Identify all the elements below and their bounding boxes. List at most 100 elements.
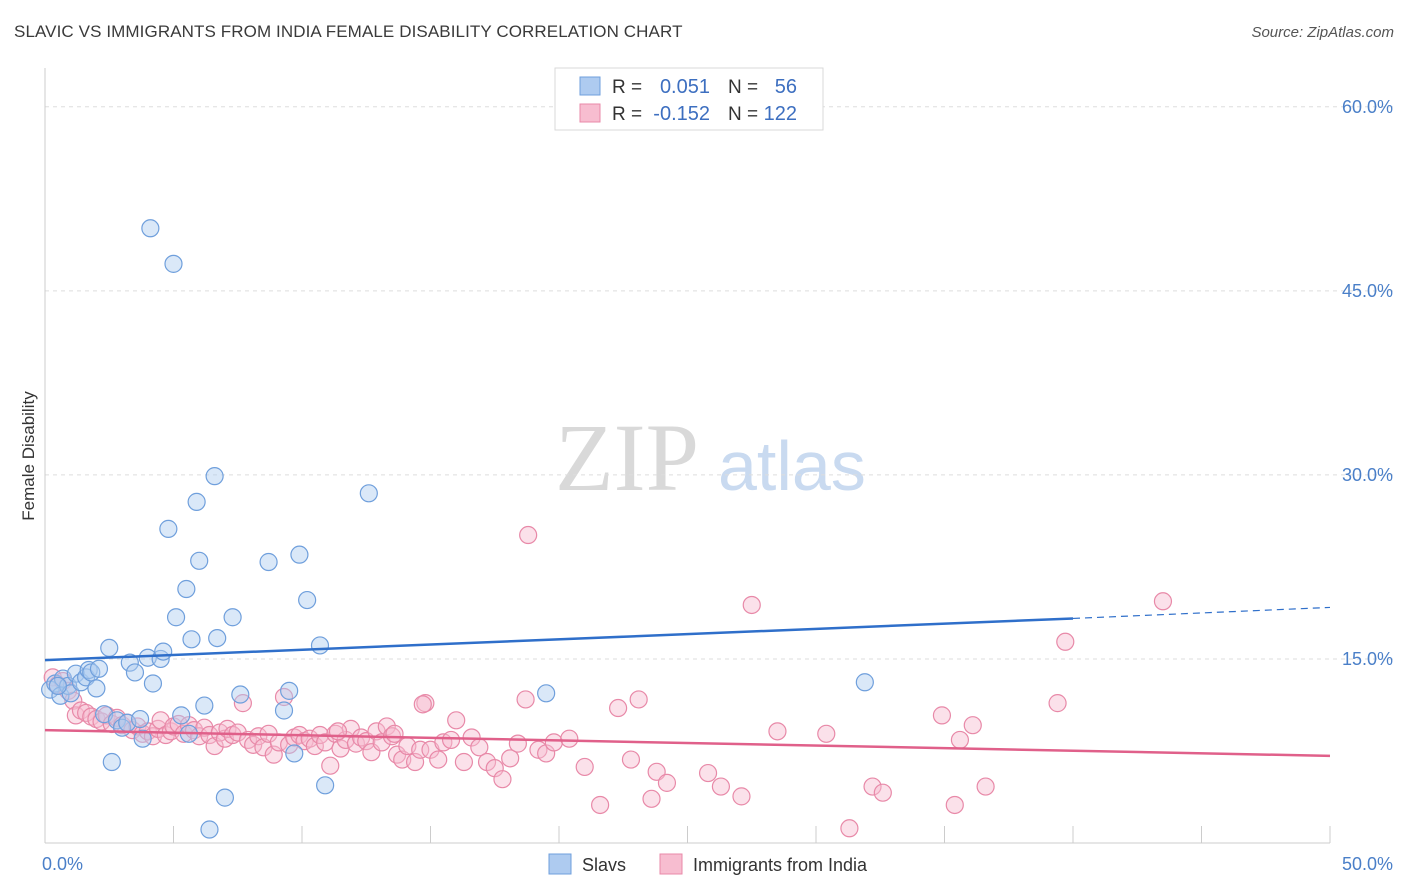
india-point-89 — [519, 525, 538, 545]
bottom-legend-slavs: Slavs — [582, 855, 626, 875]
slavs-point-30 — [166, 608, 186, 627]
india-point-40 — [238, 730, 258, 750]
slavs-point-45 — [274, 701, 294, 720]
trend-lines — [44, 606, 1331, 758]
legend-slavs-n-value: 56 — [775, 76, 797, 98]
slavs-point-46 — [280, 681, 299, 700]
india-point-114 — [963, 716, 982, 735]
india-point-78 — [441, 730, 461, 750]
y-tick-label-1: 30.0% — [1342, 465, 1393, 485]
x-tick-label-1: 50.0% — [1342, 854, 1393, 874]
slavs-point-22 — [133, 729, 152, 748]
india-point-117 — [1056, 632, 1075, 651]
india-point-116 — [1048, 694, 1067, 713]
grid-lines — [45, 106, 1395, 660]
slavs-point-29 — [164, 254, 183, 273]
india-point-86 — [501, 749, 520, 768]
india-point-107 — [817, 724, 836, 743]
slavs-point-14 — [100, 638, 119, 658]
y-tick-label-2: 45.0% — [1342, 281, 1393, 301]
bottom-legend-india: Immigrants from India — [693, 855, 868, 875]
india-point-76 — [429, 750, 448, 769]
slavs-point-27 — [154, 642, 173, 661]
x-tick-label-0: 0.0% — [42, 854, 83, 874]
slavs-point-36 — [190, 551, 209, 570]
slavs-point-42 — [223, 608, 242, 627]
slavs-point-23 — [138, 648, 157, 667]
india-point-79 — [447, 711, 466, 730]
india-point-99 — [642, 789, 661, 808]
slavs-point-44 — [259, 552, 278, 572]
india-point-110 — [873, 783, 892, 802]
india-points — [43, 525, 1173, 838]
india-point-96 — [609, 698, 628, 718]
india-point-97 — [621, 750, 641, 769]
slavs-points — [41, 219, 874, 839]
slavs-point-43 — [231, 685, 250, 704]
india-trend-line — [44, 728, 1331, 758]
legend-slavs-n-label: N = — [728, 77, 758, 98]
slavs-point-39 — [205, 467, 224, 486]
india-point-106 — [768, 722, 787, 741]
legend-swatch-slavs — [579, 76, 601, 96]
india-point-105 — [742, 595, 761, 615]
y-tick-labels: 15.0% 30.0% 45.0% 60.0% — [1342, 97, 1393, 669]
india-point-112 — [945, 795, 964, 815]
slavs-point-12 — [89, 659, 109, 678]
legend-slavs-r-value: 0.051 — [660, 76, 710, 98]
slavs-point-11 — [87, 679, 106, 698]
india-point-103 — [711, 777, 731, 796]
slavs-point-25 — [141, 219, 160, 238]
legend-india-r-label: R = — [612, 104, 642, 125]
bottom-legend-swatch-india — [659, 853, 683, 875]
legend-india-n-label: N = — [728, 104, 758, 125]
india-point-92 — [544, 733, 563, 752]
stats-legend: R = 0.051 N = 56 R = -0.152 N = 122 — [554, 67, 824, 131]
india-point-113 — [950, 730, 970, 750]
slavs-point-38 — [200, 820, 219, 839]
bottom-legend-swatch-slavs — [548, 853, 572, 875]
legend-slavs-r-label: R = — [612, 77, 642, 98]
india-point-111 — [932, 706, 952, 725]
india-point-56 — [321, 756, 340, 775]
slavs-point-54 — [855, 673, 874, 692]
india-point-80 — [454, 752, 474, 772]
india-point-53 — [305, 736, 324, 756]
india-point-93 — [560, 729, 579, 748]
watermark-zip: ZIP — [555, 404, 699, 511]
slavs-point-21 — [130, 709, 150, 729]
slavs-point-50 — [310, 636, 330, 655]
legend-india-r-value: -0.152 — [653, 103, 710, 125]
india-point-118 — [1153, 592, 1173, 611]
slavs-point-49 — [298, 590, 317, 610]
slavs-point-15 — [102, 752, 121, 772]
india-point-67 — [377, 717, 396, 736]
india-point-88 — [516, 690, 535, 709]
axes — [44, 68, 1331, 844]
slavs-point-40 — [208, 628, 227, 648]
slavs-point-47 — [285, 744, 304, 763]
slavs-point-48 — [290, 545, 309, 564]
slavs-point-51 — [316, 776, 335, 795]
slavs-point-28 — [159, 519, 178, 538]
source-credit: Source: ZipAtlas.com — [1251, 24, 1394, 41]
chart-title: SLAVIC VS IMMIGRANTS FROM INDIA FEMALE D… — [14, 22, 683, 41]
slavs-point-35 — [187, 492, 206, 511]
india-point-95 — [591, 795, 610, 815]
slavs-point-53 — [537, 684, 556, 703]
india-point-109 — [863, 777, 882, 796]
slavs-trend-line — [44, 617, 1074, 662]
slavs-point-24 — [143, 674, 163, 693]
series-legend: Slavs Immigrants from India — [548, 853, 868, 875]
slavs-point-41 — [215, 788, 234, 807]
india-point-119 — [413, 695, 432, 714]
legend-india-n-value: 122 — [764, 103, 797, 125]
india-point-85 — [493, 770, 512, 789]
y-tick-label-0: 15.0% — [1342, 649, 1393, 669]
y-axis-title: Female Disability — [19, 391, 38, 521]
slavs-point-37 — [195, 696, 214, 715]
y-tick-label-3: 60.0% — [1342, 97, 1393, 117]
india-point-102 — [698, 763, 718, 783]
india-point-115 — [976, 777, 995, 796]
